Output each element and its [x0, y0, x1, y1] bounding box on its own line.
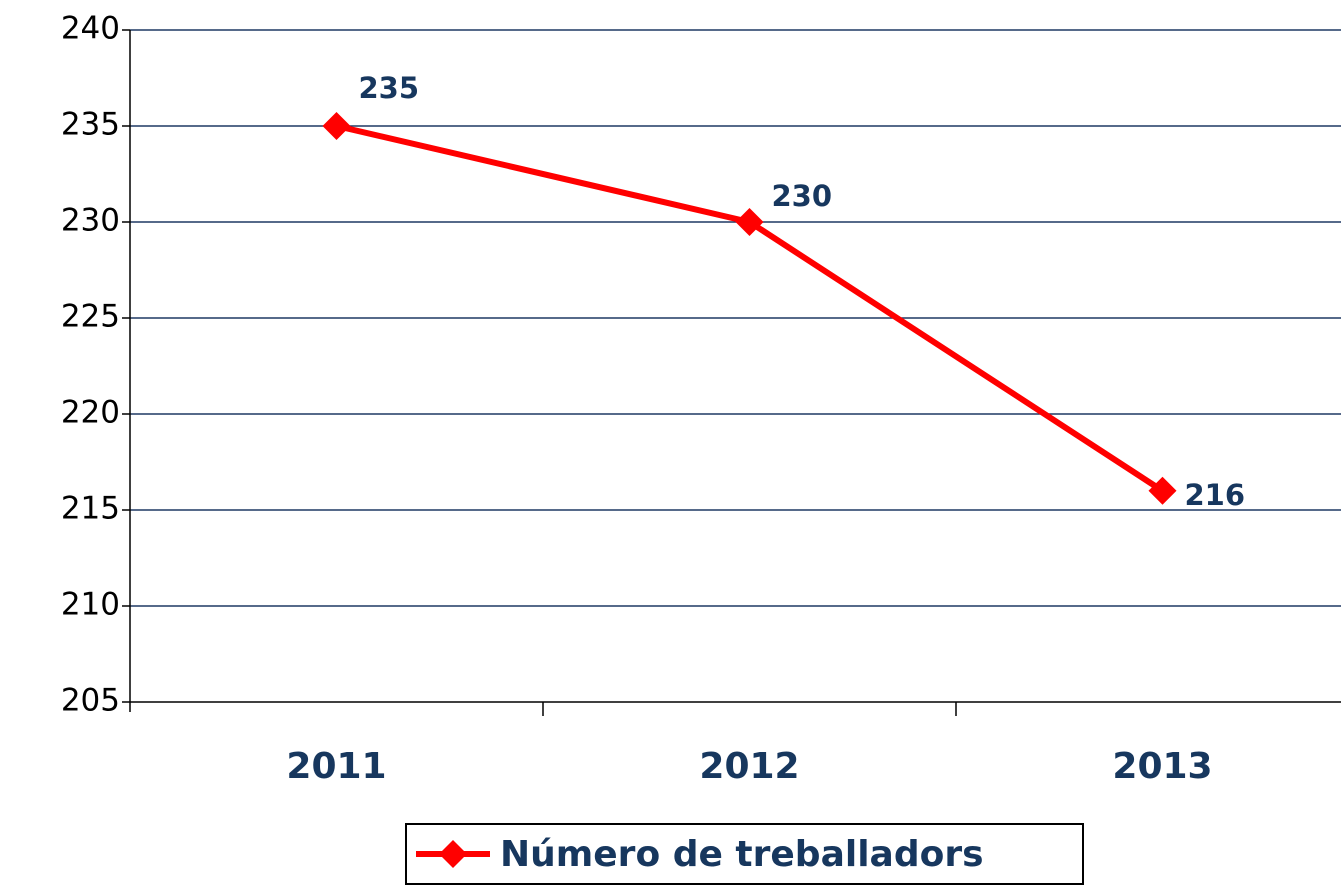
- y-tick-label: 220: [61, 395, 120, 431]
- legend-label: Número de treballadors: [500, 834, 984, 875]
- y-tick-label: 240: [61, 11, 120, 47]
- x-tick-label: 2011: [286, 746, 386, 787]
- y-tick-label: 215: [61, 491, 120, 527]
- line: [335, 123, 1165, 494]
- legend-marker: [439, 840, 467, 868]
- y-tick-label: 205: [61, 683, 120, 719]
- x-tick-label: 2013: [1112, 746, 1212, 787]
- marker: [735, 208, 764, 236]
- data-label: 216: [1185, 478, 1246, 512]
- y-tick-label: 225: [61, 299, 120, 335]
- data-label: 230: [772, 179, 833, 213]
- legend-box: [405, 823, 1084, 885]
- y-tick-label: 210: [61, 587, 120, 623]
- y-tick-label: 235: [61, 107, 120, 143]
- y-tick-label: 230: [61, 203, 120, 239]
- x-tick-label: 2012: [699, 746, 799, 787]
- marker: [1148, 476, 1177, 505]
- data-label: 235: [359, 71, 420, 105]
- marker: [322, 112, 351, 140]
